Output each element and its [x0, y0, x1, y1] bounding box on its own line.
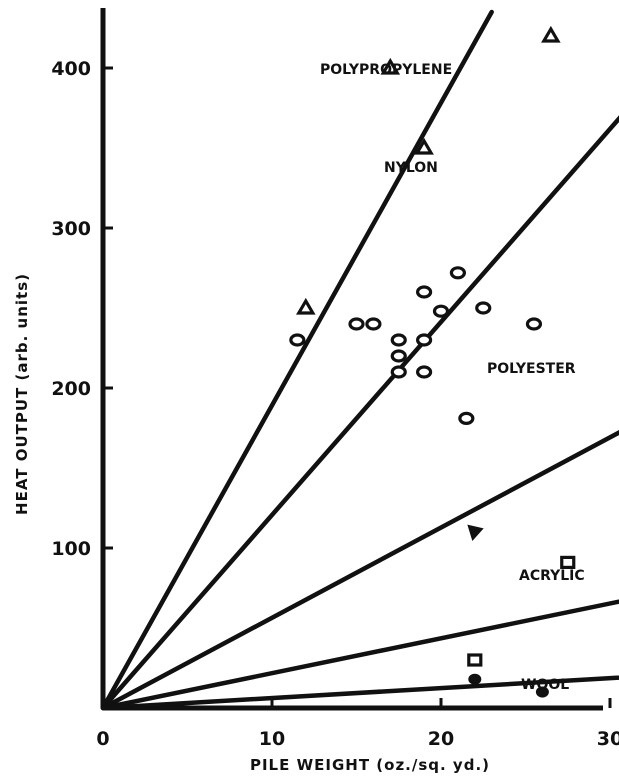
axes	[100, 8, 603, 711]
x-tick-label: 20	[428, 728, 454, 750]
x-tick-label: 30	[597, 728, 619, 750]
data-point-nylon	[432, 304, 450, 318]
fit-line-polypropylene	[100, 9, 494, 711]
data-point-acrylic	[467, 653, 483, 667]
x-tick-label: 10	[259, 728, 285, 750]
series-label-polyester: POLYESTER	[487, 361, 576, 377]
data-point-wool	[535, 686, 549, 698]
fit-line-wool	[100, 675, 619, 711]
data-point-acrylic	[560, 555, 576, 570]
data-point-nylon	[525, 317, 543, 331]
data-point-polypropylene	[414, 137, 434, 155]
data-point-nylon	[458, 411, 475, 425]
y-tick-label: 400	[51, 58, 91, 80]
data-point-polypropylene	[296, 297, 316, 315]
data-point-polypropylene	[380, 57, 401, 75]
data-point-nylon	[348, 317, 365, 331]
data-point-polypropylene	[541, 25, 561, 43]
data-point-nylon	[390, 349, 407, 363]
y-tick-label: 100	[51, 538, 91, 560]
data-point-polyester	[467, 524, 484, 541]
series-label-polypropylene: POLYPROPYLENE	[320, 62, 452, 78]
data-point-nylon	[449, 266, 466, 280]
data-point-nylon	[390, 333, 407, 347]
data-point-nylon	[390, 365, 407, 379]
fit-line-nylon	[100, 115, 619, 711]
ticks: 010203040100200300400	[51, 58, 619, 750]
data-points	[289, 25, 576, 698]
data-point-nylon	[289, 333, 306, 347]
y-tick-label: 300	[51, 218, 91, 240]
x-axis-title: PILE WEIGHT (oz./sq. yd.)	[250, 756, 490, 774]
fit-lines	[100, 9, 619, 711]
data-point-nylon	[475, 301, 492, 315]
data-point-nylon	[416, 285, 433, 299]
series-labels: POLYPROPYLENE NYLON POLYESTER ACRYLIC WOOL	[320, 62, 585, 693]
series-label-acrylic: ACRYLIC	[519, 568, 585, 584]
fit-line-polyester	[100, 430, 619, 711]
series-label-wool: WOOL	[521, 677, 569, 693]
y-tick-label: 200	[51, 378, 91, 400]
fit-line-acrylic	[100, 599, 619, 711]
data-point-nylon	[416, 365, 433, 379]
y-axis-title: HEAT OUTPUT (arb. units)	[13, 273, 31, 515]
x-tick-label: 0	[96, 728, 109, 750]
data-point-nylon	[365, 317, 382, 331]
data-point-nylon	[416, 333, 433, 347]
series-label-nylon: NYLON	[384, 160, 438, 176]
data-point-wool	[468, 673, 482, 685]
